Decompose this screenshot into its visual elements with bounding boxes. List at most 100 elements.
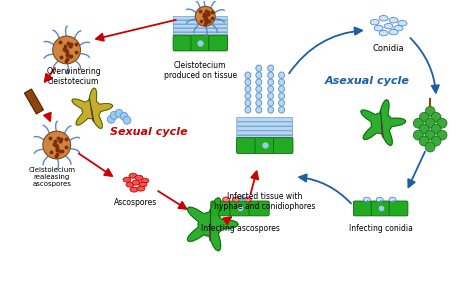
Ellipse shape bbox=[268, 72, 273, 78]
Ellipse shape bbox=[279, 93, 284, 99]
Text: Infected tissue with
hyphae and conidiophores: Infected tissue with hyphae and conidiop… bbox=[214, 192, 316, 211]
Text: Sexual cycle: Sexual cycle bbox=[110, 127, 188, 137]
Ellipse shape bbox=[268, 100, 273, 106]
Ellipse shape bbox=[394, 26, 403, 31]
Circle shape bbox=[120, 112, 128, 120]
FancyBboxPatch shape bbox=[237, 118, 293, 121]
FancyBboxPatch shape bbox=[249, 201, 269, 216]
Ellipse shape bbox=[363, 197, 370, 202]
Polygon shape bbox=[361, 100, 406, 146]
Circle shape bbox=[115, 109, 123, 117]
Circle shape bbox=[43, 131, 71, 159]
Ellipse shape bbox=[135, 175, 143, 180]
Circle shape bbox=[431, 112, 441, 122]
Ellipse shape bbox=[126, 182, 134, 187]
Circle shape bbox=[425, 106, 435, 116]
FancyBboxPatch shape bbox=[237, 135, 293, 139]
Text: Cleistolecium
realeasing
ascospores: Cleistolecium realeasing ascospores bbox=[28, 167, 75, 187]
Ellipse shape bbox=[130, 187, 138, 192]
Ellipse shape bbox=[256, 93, 262, 99]
Circle shape bbox=[110, 111, 118, 119]
FancyBboxPatch shape bbox=[273, 138, 293, 154]
Circle shape bbox=[425, 130, 435, 140]
Ellipse shape bbox=[268, 93, 273, 99]
FancyBboxPatch shape bbox=[371, 201, 390, 216]
FancyBboxPatch shape bbox=[354, 201, 372, 216]
Ellipse shape bbox=[379, 30, 388, 36]
FancyBboxPatch shape bbox=[255, 138, 274, 154]
Ellipse shape bbox=[398, 20, 407, 26]
Circle shape bbox=[413, 118, 423, 128]
Ellipse shape bbox=[256, 107, 262, 113]
Ellipse shape bbox=[245, 72, 251, 78]
Ellipse shape bbox=[256, 72, 262, 78]
Ellipse shape bbox=[374, 26, 383, 31]
Ellipse shape bbox=[233, 197, 239, 202]
Ellipse shape bbox=[279, 79, 284, 85]
Ellipse shape bbox=[223, 197, 229, 202]
Circle shape bbox=[437, 130, 447, 140]
Text: Asexual cycle: Asexual cycle bbox=[324, 76, 409, 86]
Circle shape bbox=[425, 118, 435, 128]
Ellipse shape bbox=[256, 79, 262, 85]
Ellipse shape bbox=[279, 100, 284, 106]
Ellipse shape bbox=[256, 65, 262, 72]
Ellipse shape bbox=[268, 86, 273, 92]
Text: Infecting ascospores: Infecting ascospores bbox=[201, 224, 279, 233]
Ellipse shape bbox=[123, 177, 131, 182]
Text: Ascospores: Ascospores bbox=[114, 198, 157, 206]
Circle shape bbox=[431, 124, 441, 134]
Ellipse shape bbox=[389, 29, 398, 35]
FancyBboxPatch shape bbox=[191, 35, 210, 51]
Ellipse shape bbox=[245, 86, 251, 92]
FancyBboxPatch shape bbox=[173, 16, 228, 20]
FancyBboxPatch shape bbox=[237, 122, 293, 126]
Ellipse shape bbox=[376, 197, 383, 202]
Circle shape bbox=[431, 136, 441, 146]
Circle shape bbox=[413, 130, 423, 140]
Ellipse shape bbox=[245, 100, 251, 106]
Ellipse shape bbox=[256, 100, 262, 106]
Text: Overwintering
cleistotecium: Overwintering cleistotecium bbox=[46, 67, 101, 86]
FancyBboxPatch shape bbox=[230, 201, 250, 216]
Ellipse shape bbox=[245, 107, 251, 113]
Polygon shape bbox=[72, 88, 113, 129]
Ellipse shape bbox=[268, 79, 273, 85]
Circle shape bbox=[107, 115, 115, 123]
FancyBboxPatch shape bbox=[173, 35, 192, 51]
Circle shape bbox=[195, 6, 215, 26]
FancyBboxPatch shape bbox=[237, 127, 293, 130]
Circle shape bbox=[425, 142, 435, 152]
Text: Cleistotecium
produced on tissue: Cleistotecium produced on tissue bbox=[164, 61, 237, 80]
Ellipse shape bbox=[279, 107, 284, 113]
Ellipse shape bbox=[245, 79, 251, 85]
FancyBboxPatch shape bbox=[389, 201, 408, 216]
Circle shape bbox=[419, 136, 429, 146]
Ellipse shape bbox=[268, 65, 273, 72]
FancyBboxPatch shape bbox=[173, 28, 228, 32]
Circle shape bbox=[53, 36, 81, 64]
FancyBboxPatch shape bbox=[173, 32, 228, 36]
Ellipse shape bbox=[129, 173, 137, 178]
Ellipse shape bbox=[384, 23, 393, 29]
Ellipse shape bbox=[141, 178, 149, 183]
Circle shape bbox=[123, 116, 131, 124]
Ellipse shape bbox=[256, 86, 262, 92]
FancyBboxPatch shape bbox=[173, 20, 228, 24]
Polygon shape bbox=[187, 198, 238, 251]
Polygon shape bbox=[25, 89, 43, 114]
Ellipse shape bbox=[370, 20, 379, 25]
Ellipse shape bbox=[139, 182, 147, 187]
Ellipse shape bbox=[268, 107, 273, 113]
FancyBboxPatch shape bbox=[237, 138, 256, 154]
FancyBboxPatch shape bbox=[237, 131, 293, 135]
Ellipse shape bbox=[379, 15, 388, 21]
FancyBboxPatch shape bbox=[211, 201, 231, 216]
Circle shape bbox=[419, 112, 429, 122]
Ellipse shape bbox=[279, 86, 284, 92]
Ellipse shape bbox=[245, 93, 251, 99]
Ellipse shape bbox=[279, 72, 284, 78]
Circle shape bbox=[419, 124, 429, 134]
Text: Infecting conidia: Infecting conidia bbox=[349, 224, 412, 233]
Ellipse shape bbox=[245, 197, 251, 202]
